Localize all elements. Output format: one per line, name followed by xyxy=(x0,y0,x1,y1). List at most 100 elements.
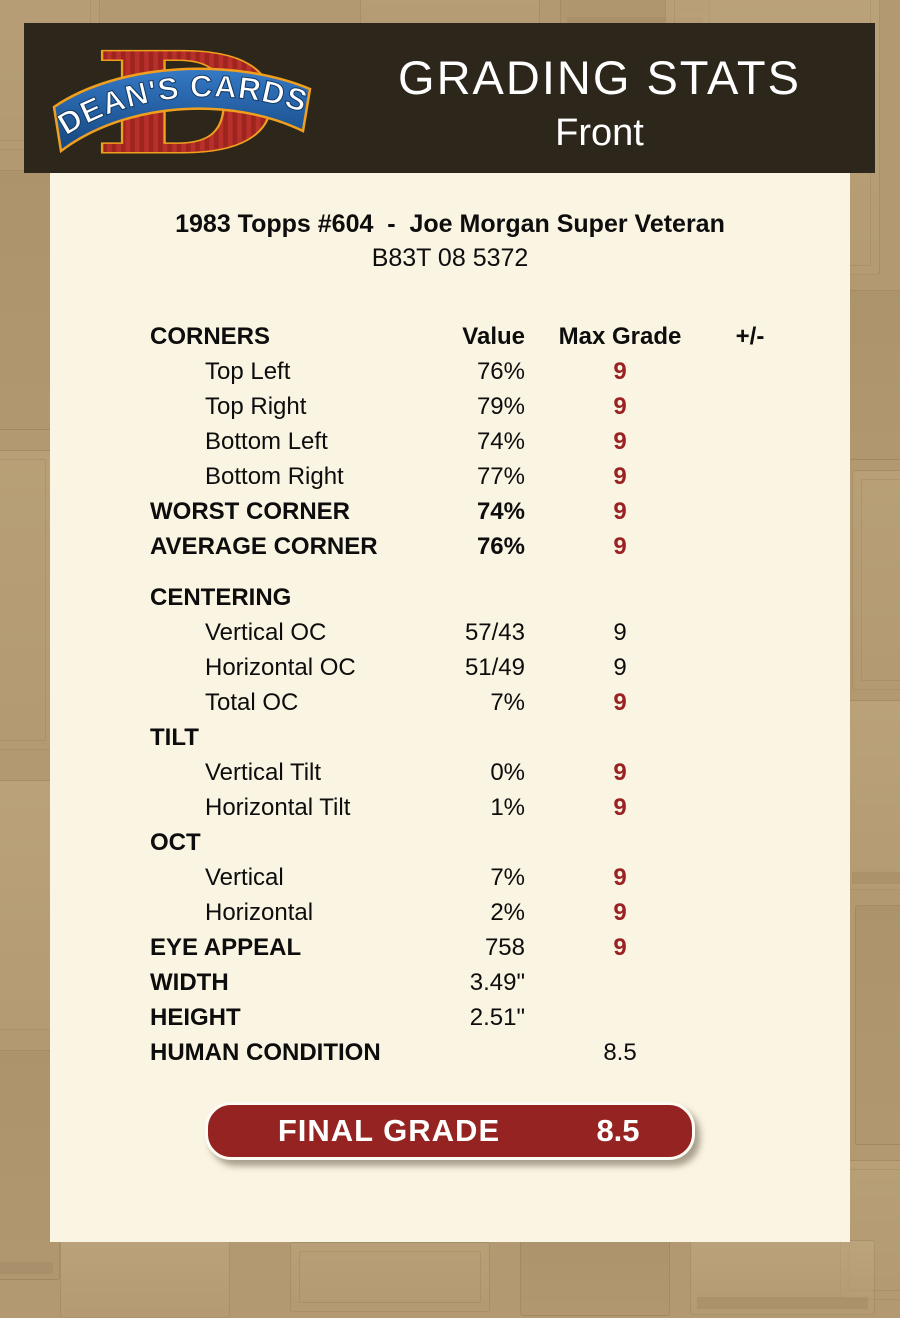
row-label: WORST CORNER xyxy=(150,498,350,525)
logo-banner-ribbon xyxy=(52,67,312,154)
column-header-value: Value xyxy=(462,323,525,350)
row-max-grade: 9 xyxy=(613,934,627,961)
row-plus-minus xyxy=(715,650,785,685)
row-label: Vertical Tilt xyxy=(205,759,322,786)
stats-row: Vertical Tilt 0% 9 xyxy=(150,755,790,790)
row-plus-minus xyxy=(715,965,785,1000)
stats-row: Vertical OC 57/43 9 xyxy=(150,615,790,650)
row-value: 7% xyxy=(490,864,525,891)
row-max-grade: 9 xyxy=(613,393,627,420)
row-max-grade: 9 xyxy=(613,794,627,821)
row-max-grade: 9 xyxy=(613,358,627,385)
row-label: HUMAN CONDITION xyxy=(150,1039,381,1066)
row-max-grade xyxy=(525,1000,715,1035)
deans-cards-logo-graphic: D DEAN'S CARDS xyxy=(51,31,312,171)
row-max-grade xyxy=(525,965,715,1000)
row-value: 77% xyxy=(476,463,525,490)
card-title: 1983 Topps #604 - Joe Morgan Super Veter… xyxy=(175,210,725,238)
final-grade-value: 8.5 xyxy=(596,1113,640,1148)
background-card xyxy=(520,1236,670,1316)
row-value: 0% xyxy=(490,759,525,786)
row-max-grade: 9 xyxy=(613,864,627,891)
row-value xyxy=(430,1035,525,1070)
row-max-grade: 9 xyxy=(613,899,627,926)
row-label: Horizontal Tilt xyxy=(205,794,351,821)
deans-cards-logo: D DEAN'S CARDS xyxy=(24,23,324,173)
row-value: 1% xyxy=(490,794,525,821)
row-plus-minus xyxy=(715,825,785,860)
stats-table: CORNERS Value Max Grade +/- Top Left 76% 9… xyxy=(150,319,790,1070)
row-plus-minus xyxy=(715,860,785,895)
row-label: Total OC xyxy=(205,689,299,716)
row-label: OCT xyxy=(150,829,201,856)
row-value xyxy=(430,825,525,860)
row-plus-minus xyxy=(715,685,785,720)
column-header-max-grade: Max Grade xyxy=(558,323,682,350)
row-max-grade: 9 xyxy=(613,428,627,455)
background-card xyxy=(855,905,900,1145)
section-spacer xyxy=(150,564,790,580)
header-titles: GRADING STATS Front xyxy=(324,23,875,173)
row-value xyxy=(430,580,525,615)
row-max-grade: 9 xyxy=(613,463,627,490)
row-max-grade: 9 xyxy=(613,498,627,525)
row-value xyxy=(430,720,525,755)
row-max-grade: 9 xyxy=(613,654,627,681)
row-max-grade: 8.5 xyxy=(603,1039,637,1066)
row-label: Horizontal xyxy=(205,899,314,926)
card-serial-number: B83T 08 5372 xyxy=(371,244,529,272)
column-header-plus-minus: +/- xyxy=(735,323,765,350)
background-card xyxy=(690,1240,875,1315)
stats-row: Bottom Right 77% 9 xyxy=(150,459,790,494)
row-label: WIDTH xyxy=(150,969,229,996)
row-plus-minus xyxy=(715,720,785,755)
page-side-label: Front xyxy=(555,112,644,155)
row-label: Vertical OC xyxy=(205,619,327,646)
row-label: Bottom Right xyxy=(205,463,344,490)
final-grade-label: FINAL GRADE xyxy=(277,1113,501,1148)
row-value: 79% xyxy=(476,393,525,420)
row-label: CENTERING xyxy=(150,584,292,611)
final-grade-badge: FINAL GRADE 8.5 xyxy=(205,1102,695,1160)
row-plus-minus xyxy=(715,424,785,459)
row-plus-minus xyxy=(715,529,785,564)
stats-row: Horizontal Tilt 1% 9 xyxy=(150,790,790,825)
row-plus-minus xyxy=(715,580,785,615)
row-value: 2% xyxy=(490,899,525,926)
page-header: D DEAN'S CARDS GRADING STATS Front xyxy=(24,23,875,173)
row-value: 57/43 xyxy=(464,619,525,646)
row-plus-minus xyxy=(715,354,785,389)
stats-row: Horizontal 2% 9 xyxy=(150,895,790,930)
row-value: 74% xyxy=(476,428,525,455)
row-max-grade xyxy=(525,720,715,755)
stats-row: WIDTH 3.49" xyxy=(150,965,790,1000)
row-label: Top Left xyxy=(205,358,291,385)
row-max-grade: 9 xyxy=(613,533,627,560)
row-value: 7% xyxy=(490,689,525,716)
background-card xyxy=(848,290,900,460)
row-plus-minus xyxy=(715,615,785,650)
row-plus-minus xyxy=(715,895,785,930)
row-plus-minus xyxy=(715,1000,785,1035)
row-max-grade: 9 xyxy=(613,759,627,786)
row-value: 76% xyxy=(476,358,525,385)
background-card xyxy=(852,470,900,690)
row-plus-minus xyxy=(715,459,785,494)
row-label: EYE APPEAL xyxy=(150,934,302,961)
row-value: 74% xyxy=(476,498,525,525)
stats-rows: Top Left 76% 9 Top Right 79% 9 Bottom Left 74% 9… xyxy=(150,354,790,1070)
row-label: Bottom Left xyxy=(205,428,328,455)
stats-row: HUMAN CONDITION 8.5 xyxy=(150,1035,790,1070)
stats-row: Horizontal OC 51/49 9 xyxy=(150,650,790,685)
stats-row: Top Left 76% 9 xyxy=(150,354,790,389)
row-value: 2.51" xyxy=(469,1004,525,1031)
row-plus-minus xyxy=(715,930,785,965)
page-title: GRADING STATS xyxy=(398,51,801,104)
stats-row: Top Right 79% 9 xyxy=(150,389,790,424)
row-plus-minus xyxy=(715,790,785,825)
row-label: HEIGHT xyxy=(150,1004,241,1031)
grading-panel: 1983 Topps #604 - Joe Morgan Super Veter… xyxy=(50,173,850,1242)
stats-row: WORST CORNER 74% 9 xyxy=(150,494,790,529)
stats-row: EYE APPEAL 758 9 xyxy=(150,930,790,965)
row-label: Horizontal OC xyxy=(205,654,356,681)
